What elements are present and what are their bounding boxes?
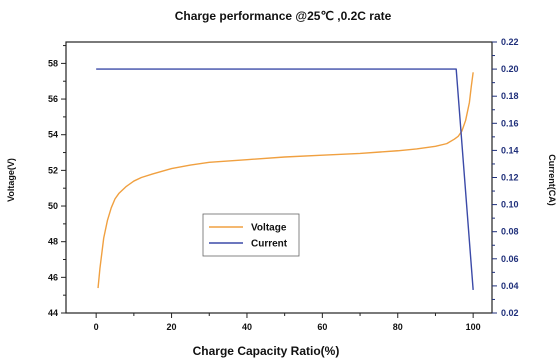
x-axis: 0 20 40 60 80 100 <box>94 313 481 332</box>
right-tick-label: 0.20 <box>501 64 519 74</box>
right-tick-label: 0.06 <box>501 254 519 264</box>
right-tick-label: 0.18 <box>501 91 519 101</box>
x-tick-label: 80 <box>393 322 403 332</box>
left-tick-label: 56 <box>48 94 58 104</box>
right-axis-title: Current(CA) <box>547 154 557 206</box>
x-tick-label: 40 <box>242 322 252 332</box>
x-tick-label: 20 <box>167 322 177 332</box>
x-axis-title: Charge Capacity Ratio(%) <box>193 344 340 358</box>
plot-frame <box>65 41 493 314</box>
legend: Voltage Current <box>202 213 300 257</box>
right-tick-label: 0.02 <box>501 308 519 318</box>
legend-box <box>202 213 300 257</box>
left-tick-label: 54 <box>48 130 58 140</box>
series-voltage-line <box>97 72 474 289</box>
x-tick-label: 60 <box>317 322 327 332</box>
right-tick-label: 0.10 <box>501 200 519 210</box>
right-tick-label: 0.16 <box>501 118 519 128</box>
right-tick-label: 0.14 <box>501 145 519 155</box>
left-y-axis: 44 46 48 50 52 54 56 58 <box>48 45 66 318</box>
right-y-axis: 0.02 0.04 0.06 0.08 0.10 0.12 0.14 0.16 0.18 0.20… <box>492 37 519 318</box>
x-tick-label: 100 <box>466 322 481 332</box>
legend-label-current: Current <box>251 239 288 250</box>
series-layer <box>96 68 474 291</box>
series-current-line <box>96 68 474 291</box>
left-tick-label: 50 <box>48 201 58 211</box>
right-tick-label: 0.12 <box>501 173 519 183</box>
left-tick-label: 44 <box>48 308 58 318</box>
right-tick-label: 0.04 <box>501 281 519 291</box>
left-tick-label: 48 <box>48 237 58 247</box>
left-axis-title: Voltage(V) <box>6 158 16 202</box>
right-tick-label: 0.22 <box>501 37 519 47</box>
x-tick-label: 0 <box>94 322 99 332</box>
left-tick-label: 58 <box>48 58 58 68</box>
right-tick-label: 0.08 <box>501 227 519 237</box>
left-tick-label: 46 <box>48 272 58 282</box>
legend-label-voltage: Voltage <box>251 223 287 234</box>
left-tick-label: 52 <box>48 165 58 175</box>
chart-title: Charge performance @25℃ ,0.2C rate <box>175 9 392 23</box>
